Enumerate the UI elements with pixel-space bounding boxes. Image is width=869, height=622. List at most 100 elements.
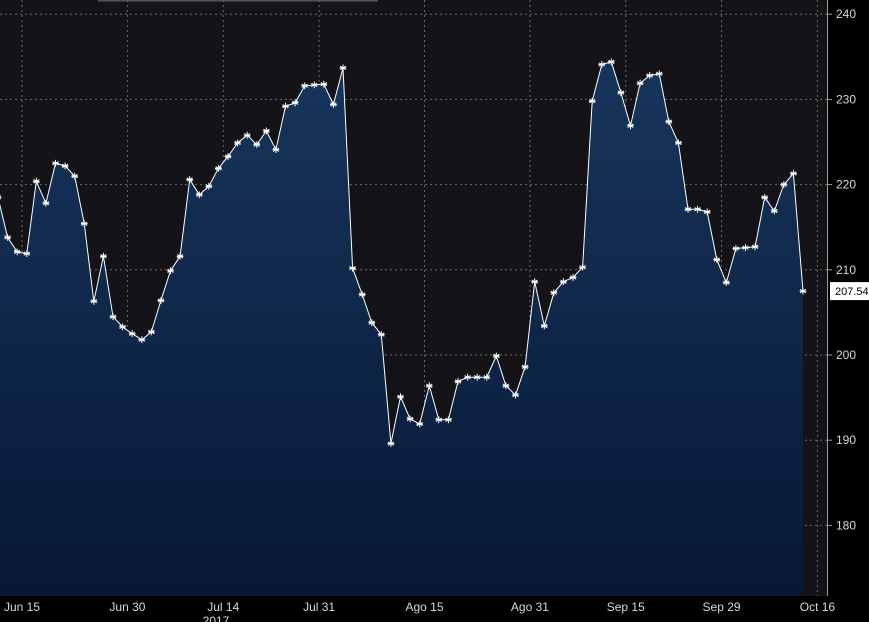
data-point [770, 207, 778, 215]
y-tick-label: 210 [836, 263, 856, 277]
data-point [435, 416, 443, 424]
data-point [425, 382, 433, 390]
data-point [588, 97, 596, 105]
data-point [358, 291, 366, 298]
data-point [751, 243, 759, 251]
x-tick-label: Ago 15 [405, 600, 443, 614]
x-tick-label: Ago 31 [511, 600, 549, 614]
data-point [272, 146, 280, 154]
data-point [445, 416, 452, 424]
x-axis: Jun 15 Jun 30 Jul 14 Jul 31 Ago 15 Ago 31 Sep … [4, 600, 835, 614]
data-point [243, 131, 251, 139]
y-tick-label: 220 [836, 178, 856, 192]
data-point [703, 208, 711, 216]
data-point [186, 176, 194, 183]
data-point [598, 61, 606, 68]
data-point [262, 127, 270, 135]
data-point [397, 393, 404, 401]
data-point [607, 58, 615, 66]
data-point [722, 279, 730, 286]
data-point [234, 139, 241, 147]
data-point [349, 264, 356, 272]
year-label: 2017 [203, 614, 230, 622]
data-point [473, 373, 481, 381]
data-point [195, 191, 203, 199]
x-tick-label: Sep 29 [703, 600, 741, 614]
data-point [100, 252, 107, 260]
data-point [387, 440, 395, 447]
y-axis: 180 190 200 210 220 230 240 [827, 7, 856, 532]
data-point [540, 322, 548, 330]
data-point [377, 331, 385, 338]
data-point [71, 172, 79, 180]
data-point [512, 391, 519, 399]
data-point [684, 205, 692, 213]
data-point [694, 205, 701, 213]
data-point [138, 336, 146, 344]
data-point [454, 378, 462, 385]
data-point [13, 248, 21, 256]
data-point [742, 244, 749, 251]
data-point [80, 220, 88, 228]
data-point [675, 139, 682, 147]
y-tick-label: 230 [836, 92, 856, 106]
data-point [550, 289, 558, 297]
data-point [799, 287, 807, 295]
data-point [646, 72, 654, 79]
data-point [761, 194, 769, 201]
x-tick-label: Sep 15 [607, 600, 645, 614]
data-point [310, 81, 318, 89]
data-point [483, 373, 491, 381]
data-point [416, 420, 424, 428]
data-point [176, 252, 184, 260]
y-tick-label: 240 [836, 7, 856, 21]
data-point [492, 352, 500, 360]
data-point [224, 153, 232, 160]
data-point [119, 323, 126, 331]
data-point [52, 159, 59, 167]
data-point [713, 256, 721, 263]
y-tick-label: 190 [836, 433, 856, 447]
data-point [253, 141, 261, 148]
y-tick-label: 180 [836, 518, 856, 532]
x-tick-label: Jun 30 [109, 600, 145, 614]
data-point [42, 199, 50, 207]
data-point [655, 70, 663, 78]
data-point [636, 79, 644, 87]
data-point [167, 267, 174, 275]
data-point [339, 64, 347, 72]
x-tick-label: Jul 14 [207, 600, 239, 614]
data-point [665, 118, 673, 125]
data-point [128, 330, 136, 338]
x-tick-label: Jun 15 [4, 600, 40, 614]
data-point [282, 102, 289, 110]
last-value-label: 207.54 [835, 286, 869, 298]
data-point [109, 313, 117, 321]
data-point [205, 182, 213, 190]
top-bar [98, 0, 378, 2]
data-point [90, 297, 98, 305]
last-value-badge: 207.54 [830, 282, 869, 301]
data-point [780, 181, 788, 188]
data-point [301, 82, 309, 90]
data-point [291, 99, 299, 107]
data-point [579, 263, 586, 271]
data-markers [0, 58, 807, 447]
data-point [464, 373, 471, 381]
y-tick-label: 200 [836, 348, 856, 362]
data-point [732, 245, 740, 252]
data-point [521, 363, 529, 371]
data-point [790, 170, 797, 177]
data-point [330, 101, 337, 108]
data-point [627, 122, 634, 130]
data-point [32, 177, 40, 185]
data-point [23, 250, 31, 257]
data-point [215, 165, 222, 172]
data-point [569, 274, 577, 281]
data-point [368, 319, 376, 326]
x-tick-label: Jul 31 [303, 600, 335, 614]
data-point [560, 278, 567, 286]
data-point [406, 415, 414, 423]
data-point [61, 162, 69, 170]
